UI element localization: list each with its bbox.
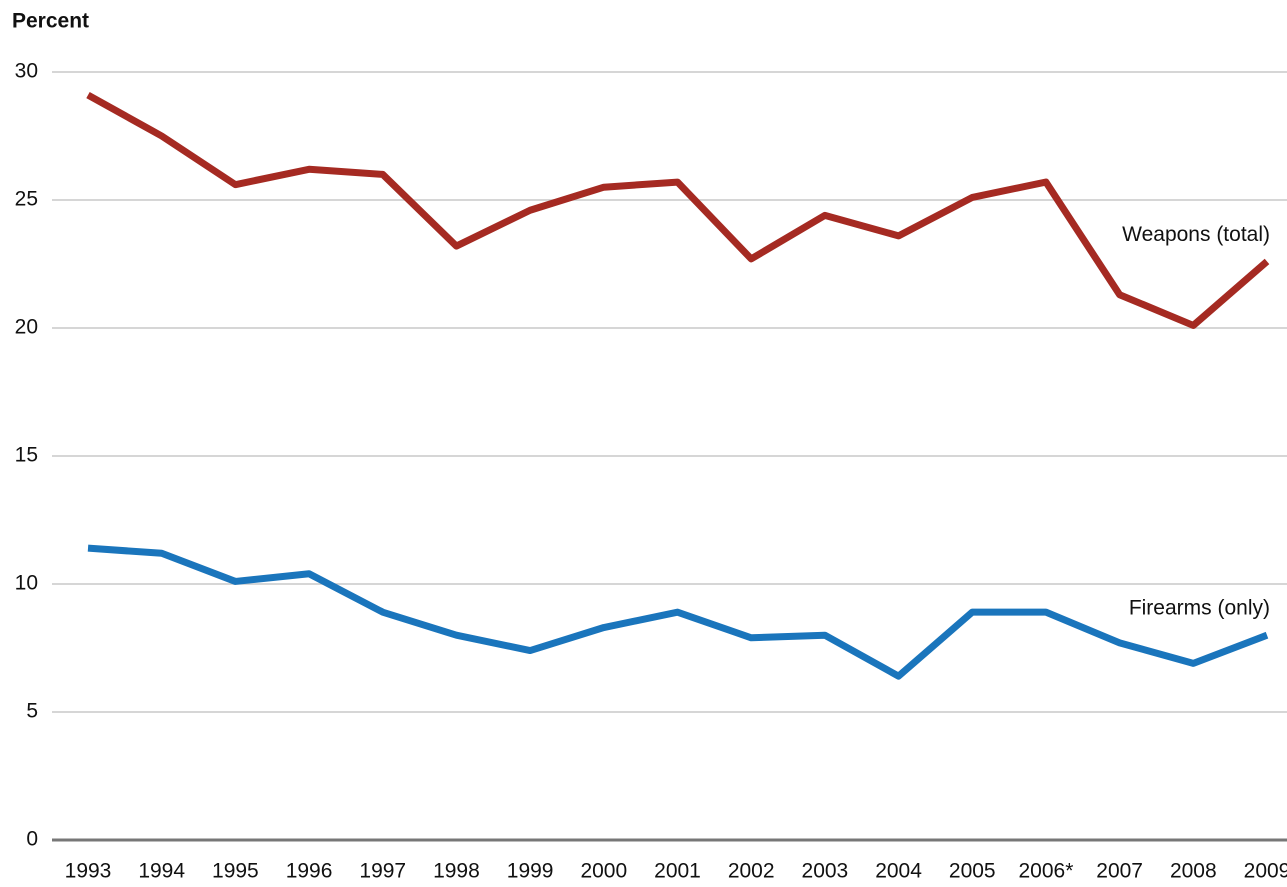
x-tick-label: 2007 <box>1096 860 1143 883</box>
x-tick-label: 2006* <box>1018 860 1073 883</box>
series-line <box>87 544 1269 680</box>
x-tick-label: 2009 <box>1244 860 1287 883</box>
x-tick-label: 1994 <box>138 860 185 883</box>
y-tick-label: 25 <box>15 188 38 211</box>
x-tick-label: 2004 <box>875 860 922 883</box>
x-tick-label: 2002 <box>728 860 775 883</box>
y-tick-label: 5 <box>26 700 38 723</box>
x-tick-label: 2005 <box>949 860 996 883</box>
series-line <box>86 91 1270 329</box>
x-tick-label: 1997 <box>359 860 406 883</box>
x-tick-label: 2001 <box>654 860 701 883</box>
y-tick-label: 0 <box>26 828 38 851</box>
x-tick-label: 1996 <box>286 860 333 883</box>
x-tick-label: 2008 <box>1170 860 1217 883</box>
y-tick-label: 15 <box>15 444 38 467</box>
y-tick-label: 10 <box>15 572 38 595</box>
series-label: Weapons (total) <box>1122 223 1270 246</box>
x-tick-label: 2003 <box>802 860 849 883</box>
x-tick-label: 2000 <box>580 860 627 883</box>
series-label: Firearms (only) <box>1129 597 1270 620</box>
y-tick-label: 20 <box>15 316 38 339</box>
x-tick-label: 1999 <box>507 860 554 883</box>
y-axis-label: Percent <box>12 10 89 33</box>
x-tick-label: 1993 <box>65 860 112 883</box>
x-tick-label: 1995 <box>212 860 259 883</box>
y-tick-label: 30 <box>15 60 38 83</box>
x-tick-label: 1998 <box>433 860 480 883</box>
